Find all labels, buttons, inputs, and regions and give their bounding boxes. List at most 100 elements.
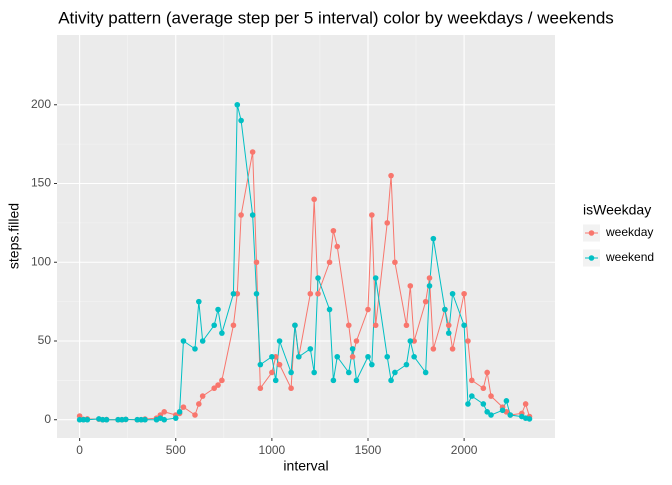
data-point: [122, 416, 129, 423]
data-point: [196, 298, 202, 305]
data-point: [345, 369, 352, 376]
data-point: [407, 283, 414, 289]
data-point: [199, 393, 206, 399]
data-point: [272, 377, 279, 384]
x-tick-label: 1500: [355, 443, 382, 457]
x-tick-label: 0: [76, 443, 83, 457]
data-point: [392, 259, 398, 266]
data-point: [215, 306, 221, 313]
data-point: [422, 369, 429, 376]
data-point: [484, 369, 490, 376]
data-point: [295, 353, 302, 360]
data-point: [219, 330, 225, 336]
data-point: [369, 361, 375, 368]
data-point: [215, 382, 221, 388]
data-point: [276, 338, 283, 344]
data-point: [507, 412, 514, 418]
data-point: [315, 290, 321, 297]
chart-title: Ativity pattern (average step per 5 inte…: [58, 8, 614, 27]
data-point: [249, 149, 256, 155]
data-point: [411, 353, 417, 360]
data-point: [103, 416, 110, 423]
data-point: [80, 416, 87, 423]
data-point: [311, 369, 317, 376]
data-point: [430, 346, 437, 352]
data-point: [180, 404, 187, 410]
y-tick-label: 100: [31, 254, 51, 268]
data-point: [526, 416, 533, 422]
data-point: [326, 259, 333, 266]
data-point: [488, 412, 494, 418]
legend-label: weekend: [605, 250, 654, 264]
data-point: [326, 306, 333, 313]
data-point: [272, 353, 279, 360]
data-point: [403, 322, 410, 329]
data-point: [176, 409, 183, 415]
data-point: [269, 353, 275, 360]
data-point: [315, 275, 321, 281]
y-tick-label: 200: [31, 97, 51, 111]
data-point: [253, 290, 260, 297]
data-point: [449, 290, 456, 297]
data-point: [238, 212, 244, 218]
data-point: [349, 353, 356, 360]
data-point: [484, 409, 490, 415]
data-point: [465, 338, 471, 344]
x-tick-label: 1000: [259, 443, 286, 457]
data-point: [330, 227, 337, 234]
legend-point: [588, 230, 595, 236]
data-point: [349, 346, 356, 352]
legend-title: isWeekday: [583, 202, 651, 218]
y-tick-label: 0: [44, 412, 51, 426]
data-point: [503, 398, 510, 404]
data-point: [269, 369, 275, 376]
data-point: [307, 346, 314, 352]
data-point: [426, 283, 433, 289]
data-point: [480, 385, 487, 392]
data-point: [180, 338, 187, 344]
data-point: [384, 353, 391, 360]
data-point: [445, 322, 452, 329]
data-point: [330, 377, 337, 384]
data-point: [334, 243, 341, 250]
data-point: [234, 290, 241, 297]
data-point: [292, 322, 298, 329]
data-point: [196, 401, 202, 407]
data-point: [442, 306, 448, 313]
data-point: [199, 338, 206, 344]
data-point: [469, 377, 475, 384]
x-tick-label: 500: [166, 443, 186, 457]
data-point: [488, 393, 494, 399]
data-point: [469, 393, 475, 399]
data-point: [172, 415, 179, 421]
data-point: [192, 412, 198, 418]
data-point: [365, 353, 371, 360]
data-point: [115, 416, 121, 423]
data-point: [84, 416, 91, 423]
data-point: [365, 306, 371, 313]
data-point: [307, 290, 314, 297]
data-point: [249, 212, 256, 218]
data-point: [426, 275, 433, 281]
data-point: [99, 416, 106, 423]
data-point: [134, 416, 141, 423]
data-point: [461, 290, 467, 297]
x-tick-label: 2000: [451, 443, 478, 457]
data-point: [142, 416, 148, 423]
x-axis-title: interval: [283, 458, 328, 474]
data-point: [353, 338, 360, 344]
data-point: [372, 275, 379, 281]
data-point: [219, 377, 225, 384]
data-point: [353, 377, 360, 384]
plot-panel: [57, 35, 555, 438]
data-point: [461, 322, 467, 329]
data-point: [276, 361, 283, 368]
data-point: [411, 338, 417, 344]
data-point: [257, 361, 264, 368]
data-point: [334, 353, 341, 360]
data-point: [499, 407, 506, 414]
data-point: [422, 298, 429, 305]
data-point: [288, 385, 294, 392]
legend-point: [588, 255, 595, 261]
